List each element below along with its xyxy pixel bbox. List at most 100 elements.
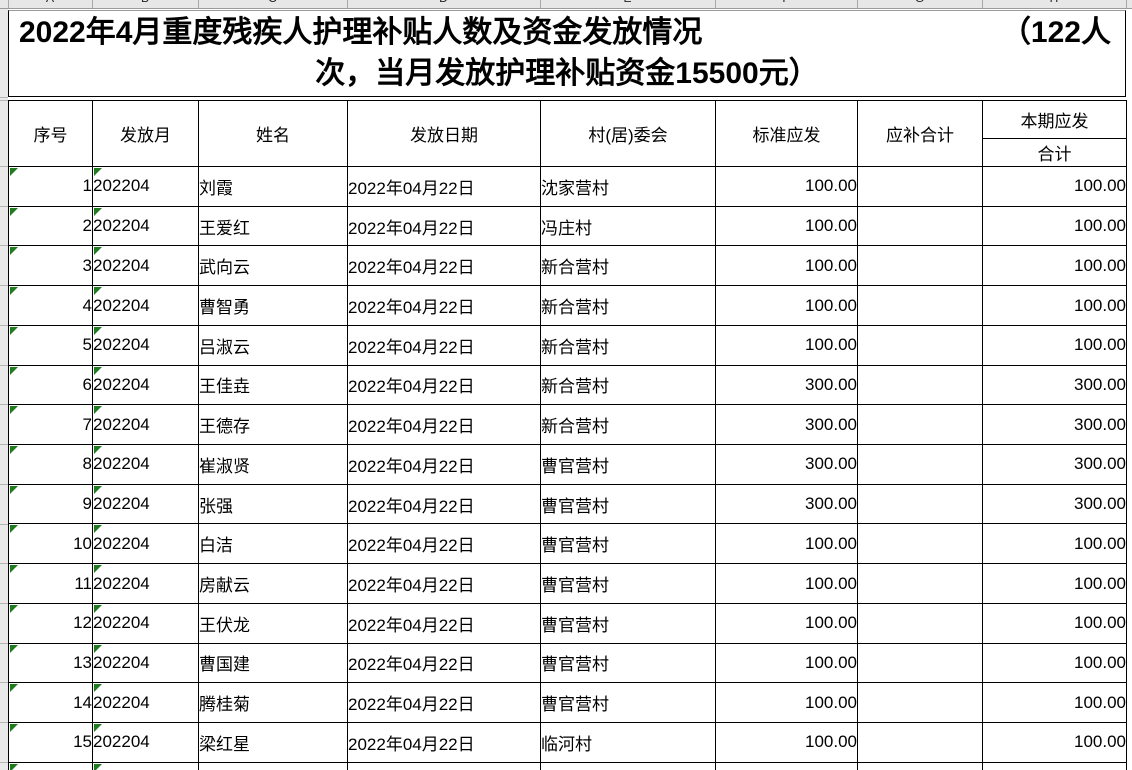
- cell-standard[interactable]: 100.00: [715, 205, 858, 247]
- cell-month[interactable]: 202204: [92, 444, 199, 485]
- cell-month[interactable]: 202204: [92, 483, 199, 525]
- cell-month[interactable]: 202204: [92, 324, 199, 366]
- cell-seq[interactable]: 10: [8, 523, 93, 565]
- cell-current[interactable]: 100.00: [982, 523, 1127, 565]
- cell-name[interactable]: 张强: [198, 483, 348, 525]
- header-current[interactable]: 本期应发: [982, 100, 1127, 139]
- cell-name[interactable]: 曹智勇: [198, 285, 348, 326]
- cell-seq[interactable]: 15: [8, 722, 93, 763]
- cell-name[interactable]: 王伏龙: [198, 602, 348, 644]
- cell-current[interactable]: 100.00: [982, 563, 1127, 604]
- cell-village[interactable]: 曹官营村: [540, 563, 716, 604]
- cell-current[interactable]: 100.00: [982, 245, 1127, 287]
- cell-standard[interactable]: 300.00: [715, 364, 858, 406]
- cell-seq[interactable]: 2: [8, 205, 93, 247]
- header-month[interactable]: 发放月: [92, 100, 199, 167]
- cell-month[interactable]: 202204: [92, 205, 199, 247]
- column-letter[interactable]: H: [1050, 0, 1059, 4]
- column-header-strip[interactable]: A B C D E F G H: [0, 0, 1132, 9]
- cell-month[interactable]: 202204: [92, 722, 199, 763]
- header-seq[interactable]: 序号: [8, 100, 93, 167]
- cell-seq[interactable]: 11: [8, 563, 93, 604]
- cell-name[interactable]: 梁红星: [198, 722, 348, 763]
- cell-date[interactable]: [347, 761, 541, 770]
- cell-village[interactable]: 冯庄村: [540, 205, 716, 247]
- cell-date[interactable]: 2022年04月22日: [347, 523, 541, 565]
- header-supplement[interactable]: 应补合计: [857, 100, 983, 167]
- cell-month[interactable]: 202204: [92, 602, 199, 644]
- cell-seq[interactable]: 6: [8, 364, 93, 406]
- cell-seq[interactable]: 8: [8, 444, 93, 485]
- cell-name[interactable]: 王爱红: [198, 205, 348, 247]
- cell-current[interactable]: 100.00: [982, 722, 1127, 763]
- cell-date[interactable]: 2022年04月22日: [347, 404, 541, 446]
- cell-month[interactable]: 202204: [92, 642, 199, 684]
- header-date[interactable]: 发放日期: [347, 100, 541, 167]
- cell-month[interactable]: 202204: [92, 563, 199, 604]
- cell-current[interactable]: 300.00: [982, 483, 1127, 525]
- cell-standard[interactable]: 100.00: [715, 285, 858, 326]
- cell-seq[interactable]: [8, 761, 93, 770]
- cell-current[interactable]: 100.00: [982, 205, 1127, 247]
- cell-standard[interactable]: 100.00: [715, 722, 858, 763]
- header-standard[interactable]: 标准应发: [715, 100, 858, 167]
- cell-month[interactable]: 202204: [92, 166, 199, 207]
- cell-date[interactable]: 2022年04月22日: [347, 722, 541, 763]
- cell-supplement[interactable]: [857, 523, 983, 565]
- cell-village[interactable]: 新合营村: [540, 285, 716, 326]
- cell-standard[interactable]: 100.00: [715, 602, 858, 644]
- cell-date[interactable]: 2022年04月22日: [347, 324, 541, 366]
- header-name[interactable]: 姓名: [198, 100, 348, 167]
- cell-seq[interactable]: 1: [8, 166, 93, 207]
- cell-name[interactable]: 吕淑云: [198, 324, 348, 366]
- cell-name[interactable]: 房献云: [198, 563, 348, 604]
- cell-standard[interactable]: 100.00: [715, 324, 858, 366]
- cell-standard[interactable]: 300.00: [715, 444, 858, 485]
- cell-current[interactable]: 100.00: [982, 602, 1127, 644]
- cell-current[interactable]: 300.00: [982, 364, 1127, 406]
- cell-standard[interactable]: 300.00: [715, 404, 858, 446]
- cell-supplement[interactable]: [857, 404, 983, 446]
- cell-date[interactable]: 2022年04月22日: [347, 642, 541, 684]
- title-cell[interactable]: 2022年4月重度残疾人护理补贴人数及资金发放情况 （122人 次，当月发放护理…: [8, 10, 1126, 97]
- cell-supplement[interactable]: [857, 444, 983, 485]
- cell-village[interactable]: 新合营村: [540, 404, 716, 446]
- header-village[interactable]: 村(居)委会: [540, 100, 716, 167]
- column-letter[interactable]: E: [623, 0, 631, 4]
- cell-date[interactable]: 2022年04月22日: [347, 483, 541, 525]
- cell-standard[interactable]: 100.00: [715, 682, 858, 724]
- cell-seq[interactable]: 9: [8, 483, 93, 525]
- cell-supplement[interactable]: [857, 324, 983, 366]
- cell-supplement[interactable]: [857, 245, 983, 287]
- cell-name[interactable]: 白洁: [198, 523, 348, 565]
- cell-seq[interactable]: 4: [8, 285, 93, 326]
- cell-supplement[interactable]: [857, 166, 983, 207]
- column-letter[interactable]: F: [782, 0, 789, 4]
- cell-standard[interactable]: 100.00: [715, 563, 858, 604]
- cell-month[interactable]: [92, 761, 199, 770]
- cell-village[interactable]: 曹官营村: [540, 682, 716, 724]
- cell-name[interactable]: 王德存: [198, 404, 348, 446]
- cell-supplement[interactable]: [857, 364, 983, 406]
- header-current-subtotal[interactable]: 合计: [982, 138, 1127, 167]
- cell-date[interactable]: 2022年04月22日: [347, 166, 541, 207]
- cell-standard[interactable]: 100.00: [715, 245, 858, 287]
- cell-village[interactable]: 曹官营村: [540, 642, 716, 684]
- column-letter[interactable]: B: [141, 0, 149, 4]
- column-letter[interactable]: A: [46, 0, 54, 4]
- cell-village[interactable]: 沈家营村: [540, 166, 716, 207]
- cell-village[interactable]: 曹官营村: [540, 444, 716, 485]
- column-letter[interactable]: C: [268, 0, 277, 4]
- cell-seq[interactable]: 3: [8, 245, 93, 287]
- cell-name[interactable]: 崔淑贤: [198, 444, 348, 485]
- cell-current[interactable]: 100.00: [982, 642, 1127, 684]
- cell-village[interactable]: 临河村: [540, 722, 716, 763]
- cell-standard[interactable]: 100.00: [715, 523, 858, 565]
- cell-current[interactable]: 100.00: [982, 166, 1127, 207]
- cell-standard[interactable]: 100.00: [715, 642, 858, 684]
- cell-supplement[interactable]: [857, 682, 983, 724]
- cell-month[interactable]: 202204: [92, 523, 199, 565]
- cell-village[interactable]: [540, 761, 716, 770]
- cell-supplement[interactable]: [857, 285, 983, 326]
- cell-name[interactable]: 王佳垚: [198, 364, 348, 406]
